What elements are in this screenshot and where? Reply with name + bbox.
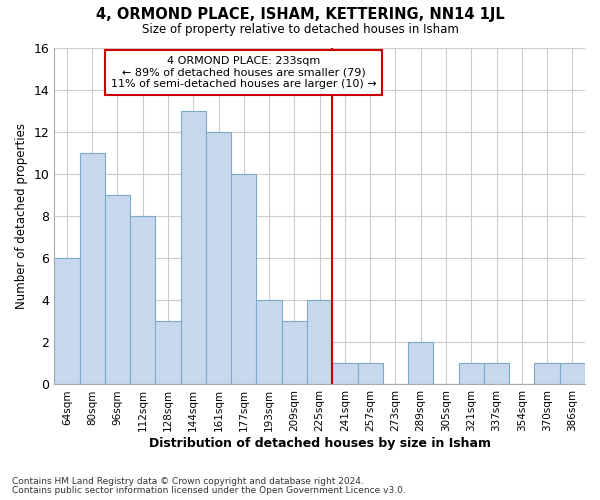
Bar bbox=[54, 258, 80, 384]
Text: Size of property relative to detached houses in Isham: Size of property relative to detached ho… bbox=[142, 22, 458, 36]
Bar bbox=[80, 153, 105, 384]
Bar bbox=[408, 342, 433, 384]
Bar bbox=[231, 174, 256, 384]
Bar bbox=[256, 300, 282, 384]
Bar bbox=[282, 322, 307, 384]
Bar bbox=[484, 364, 509, 384]
Bar bbox=[458, 364, 484, 384]
Bar bbox=[155, 322, 181, 384]
Bar bbox=[332, 364, 358, 384]
Bar bbox=[358, 364, 383, 384]
Y-axis label: Number of detached properties: Number of detached properties bbox=[15, 123, 28, 309]
Bar bbox=[560, 364, 585, 384]
Bar bbox=[105, 195, 130, 384]
Text: 4, ORMOND PLACE, ISHAM, KETTERING, NN14 1JL: 4, ORMOND PLACE, ISHAM, KETTERING, NN14 … bbox=[95, 8, 505, 22]
X-axis label: Distribution of detached houses by size in Isham: Distribution of detached houses by size … bbox=[149, 437, 491, 450]
Bar bbox=[130, 216, 155, 384]
Bar bbox=[307, 300, 332, 384]
Bar bbox=[181, 110, 206, 384]
Text: Contains public sector information licensed under the Open Government Licence v3: Contains public sector information licen… bbox=[12, 486, 406, 495]
Bar bbox=[535, 364, 560, 384]
Text: 4 ORMOND PLACE: 233sqm
← 89% of detached houses are smaller (79)
11% of semi-det: 4 ORMOND PLACE: 233sqm ← 89% of detached… bbox=[111, 56, 377, 89]
Text: Contains HM Land Registry data © Crown copyright and database right 2024.: Contains HM Land Registry data © Crown c… bbox=[12, 477, 364, 486]
Bar bbox=[206, 132, 231, 384]
